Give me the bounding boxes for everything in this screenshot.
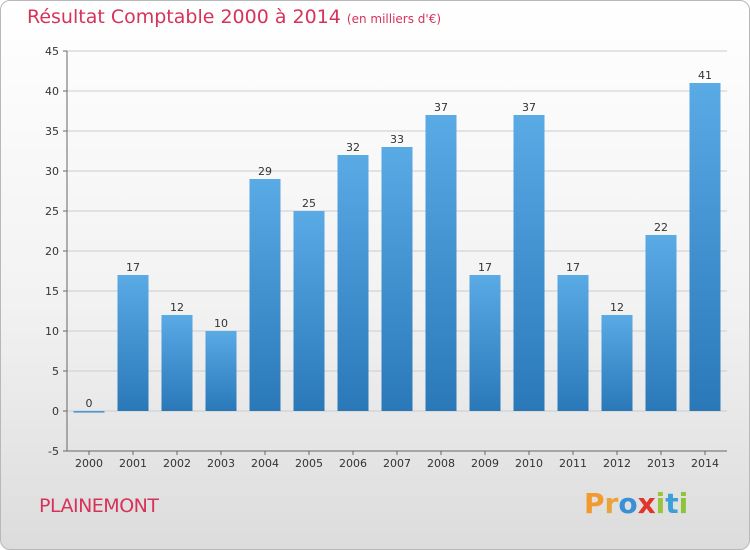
y-tick-label: 0	[52, 405, 59, 418]
city-name: PLAINEMONT	[39, 495, 159, 517]
x-tick-label: 2001	[119, 457, 147, 470]
x-tick-label: 2004	[251, 457, 279, 470]
y-tick-label: 25	[45, 205, 59, 218]
x-tick-label: 2013	[647, 457, 675, 470]
data-label: 12	[170, 301, 184, 314]
data-label: 32	[346, 141, 360, 154]
x-tick-label: 2007	[383, 457, 411, 470]
y-tick-label: 35	[45, 125, 59, 138]
bar-2005	[293, 211, 325, 411]
logo-letter: t	[665, 487, 679, 520]
data-label: 0	[86, 397, 93, 410]
chart-title: Résultat Comptable 2000 à 2014 (en millie…	[27, 6, 441, 28]
data-label: 41	[698, 69, 712, 82]
x-tick-label: 2010	[515, 457, 543, 470]
bar-2002	[161, 315, 193, 411]
data-label: 10	[214, 317, 228, 330]
data-label: 33	[390, 133, 404, 146]
data-label: 22	[654, 221, 668, 234]
data-label: 37	[522, 101, 536, 114]
data-label: 12	[610, 301, 624, 314]
chart-subtitle: (en milliers d'€)	[346, 12, 442, 26]
logo-letter: i	[655, 487, 666, 520]
axes: -5 0 5 10 15 20 25 30 35 40 45 2000 2001 2002 2003 2004…	[45, 45, 727, 470]
bar-2013	[645, 235, 677, 411]
logo-letter: r	[604, 487, 619, 520]
data-label: 29	[258, 165, 272, 178]
y-tick-label: 30	[45, 165, 59, 178]
bar-2000	[73, 411, 105, 413]
logo-letter: P	[584, 487, 605, 520]
data-label: 17	[478, 261, 492, 274]
bar-2012	[601, 315, 633, 411]
bar-2003	[205, 331, 237, 411]
data-label: 25	[302, 197, 316, 210]
y-tick-label: 10	[45, 325, 59, 338]
x-tick-label: 2006	[339, 457, 367, 470]
data-labels: 0 17 12 10 29 25 32 33 37 17 37 17 12 22 41	[86, 69, 713, 410]
bar-2008	[425, 115, 457, 411]
chart-title-text: Résultat Comptable 2000 à 2014	[27, 6, 341, 28]
logo-letter: o	[618, 487, 638, 520]
logo-letter: x	[637, 487, 656, 520]
bar-2010	[513, 115, 545, 411]
bars	[73, 83, 721, 413]
x-tick-label: 2003	[207, 457, 235, 470]
bar-2011	[557, 275, 589, 411]
proxiti-logo: Proxiti	[584, 487, 688, 520]
x-tick-label: 2002	[163, 457, 191, 470]
x-tick-label: 2014	[691, 457, 719, 470]
bar-2006	[337, 155, 369, 411]
x-tick-label: 2000	[75, 457, 103, 470]
y-tick-label: 45	[45, 45, 59, 58]
x-tick-label: 2009	[471, 457, 499, 470]
data-label: 17	[126, 261, 140, 274]
y-tick-label: 5	[52, 365, 59, 378]
x-tick-label: 2008	[427, 457, 455, 470]
y-tick-label: 15	[45, 285, 59, 298]
y-tick-label: 20	[45, 245, 59, 258]
y-tick-label: -5	[48, 445, 59, 458]
x-tick-label: 2011	[559, 457, 587, 470]
x-tick-label: 2012	[603, 457, 631, 470]
x-tick-label: 2005	[295, 457, 323, 470]
bar-2007	[381, 147, 413, 411]
bar-2009	[469, 275, 501, 411]
data-label: 17	[566, 261, 580, 274]
logo-letter: i	[678, 487, 689, 520]
bar-2014	[689, 83, 721, 411]
bar-2001	[117, 275, 149, 411]
data-label: 37	[434, 101, 448, 114]
bar-2004	[249, 179, 281, 411]
y-tick-label: 40	[45, 85, 59, 98]
